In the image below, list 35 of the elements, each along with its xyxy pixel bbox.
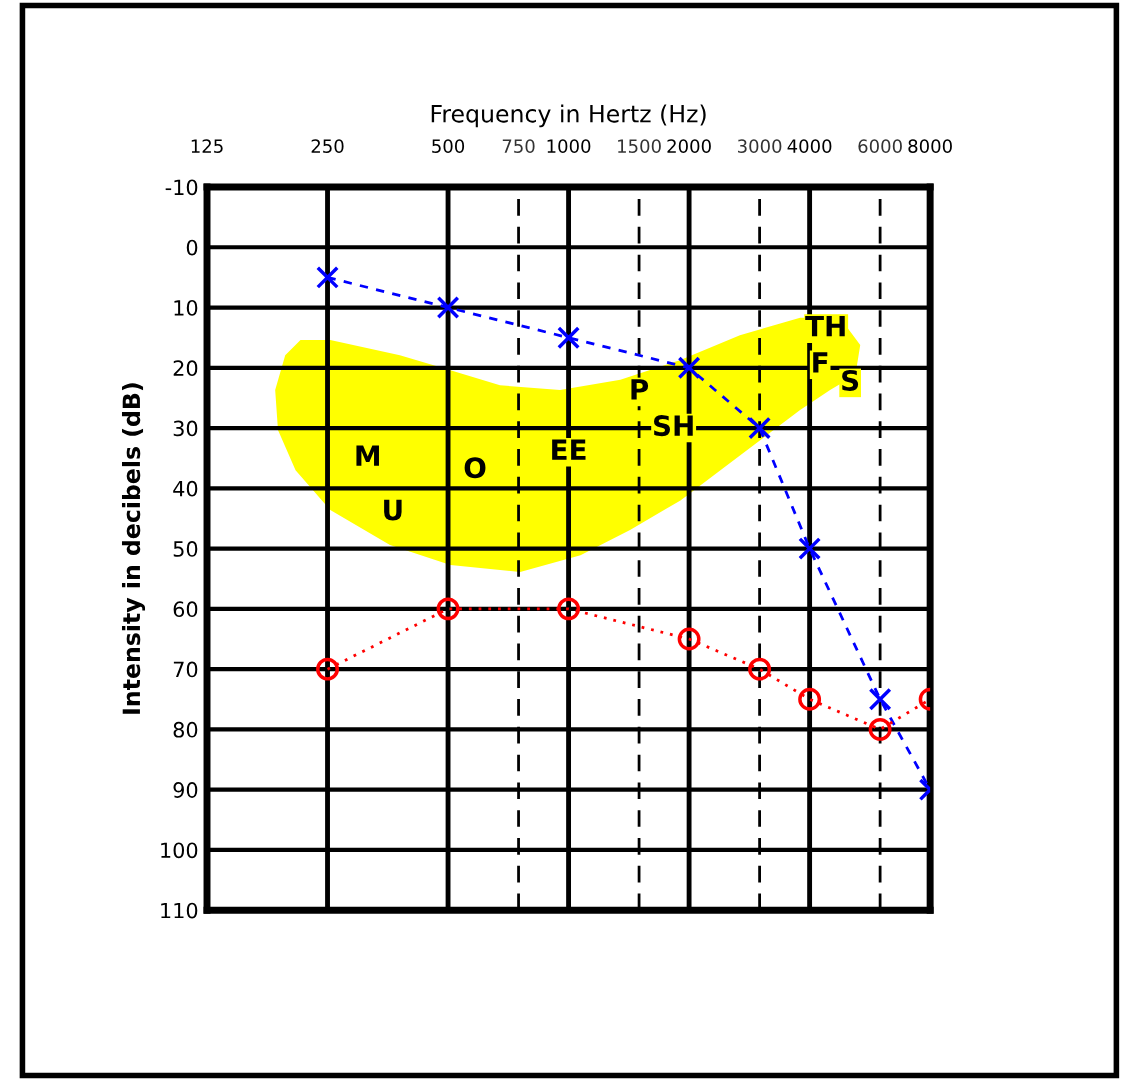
x-tick-label: 1500: [618, 139, 661, 153]
x-tick-label: 6000: [858, 139, 902, 153]
y-tick-label: 30: [173, 420, 198, 437]
y-axis-title: Intensity in decibels (dB): [121, 383, 146, 714]
y-tick-label: 70: [173, 661, 198, 678]
x-tick-label: 250: [311, 139, 344, 153]
y-tick-label: 110: [161, 902, 198, 919]
annotation: TH: [805, 316, 845, 337]
annotation: M: [356, 445, 379, 466]
y-tick-label: 100: [161, 842, 198, 859]
x-tick-label: 500: [432, 139, 465, 153]
annotation: U: [384, 499, 402, 521]
y-tick-label: 60: [173, 601, 198, 618]
y-tick-label: 80: [173, 721, 198, 738]
annotation: P: [631, 379, 649, 400]
x-tick-label: 8000: [908, 139, 952, 153]
annotation: EE: [552, 439, 586, 460]
y-tick-label: 50: [173, 541, 198, 557]
annotation: S: [842, 369, 859, 391]
x-tick-label: 3000: [738, 139, 782, 153]
y-tick-label: 90: [173, 782, 198, 798]
x-tick-label: 125: [191, 139, 223, 153]
x-axis-title: Frequency in Hertz (Hz): [431, 104, 706, 128]
y-tick-label: 20: [173, 360, 198, 377]
y-tick-label: 0: [186, 239, 198, 256]
y-tick-label: 10: [174, 300, 198, 316]
x-tick-label: 2000: [667, 139, 711, 153]
annotation: F: [813, 352, 828, 373]
annotation: SH: [654, 415, 693, 437]
annotation: O: [464, 457, 486, 479]
x-tick-label: 4000: [787, 139, 832, 153]
x-tick-label: 1000: [547, 139, 591, 153]
y-tick-label: -10: [165, 179, 198, 196]
x-tick-label: 750: [502, 139, 535, 153]
y-tick-label: 40: [173, 480, 198, 497]
